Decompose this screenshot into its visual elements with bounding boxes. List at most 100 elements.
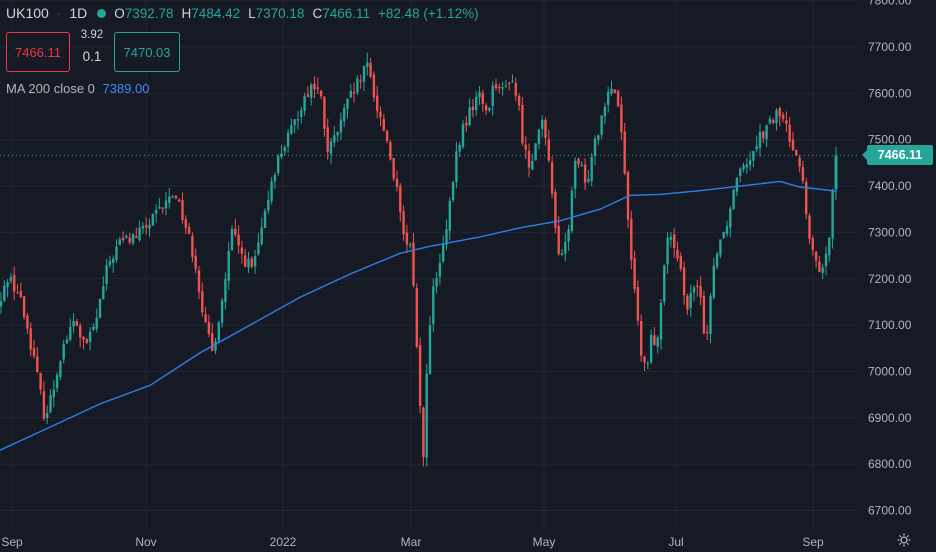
candle-body [194, 255, 197, 270]
open-value-group: O 7392.78 [114, 6, 173, 21]
candle-body [32, 348, 36, 357]
candle-body [821, 267, 824, 273]
candle-body [432, 286, 435, 324]
high-label: H [181, 5, 192, 21]
sell-price: 7466.11 [14, 44, 62, 60]
candle-body [676, 249, 679, 259]
market-status-icon [97, 8, 107, 18]
candle-body [521, 104, 524, 144]
candle-body [620, 104, 623, 133]
candle-body [145, 224, 148, 228]
candle-body [613, 89, 616, 93]
candle-body [735, 178, 739, 192]
candle-body [323, 96, 326, 129]
candle-body [362, 66, 366, 82]
candle-body [547, 139, 550, 161]
candle-body [59, 361, 62, 377]
candle-body [168, 196, 171, 203]
candle-body [247, 258, 250, 268]
y-tick-label: 7700.00 [868, 40, 912, 54]
candle-body [0, 301, 3, 307]
candle-body [445, 229, 448, 245]
candle-body [478, 92, 481, 98]
candle-body [280, 153, 283, 158]
gear-icon[interactable] [896, 532, 912, 548]
candle-body [69, 326, 72, 340]
candle-body [649, 334, 653, 363]
candle-body [537, 129, 541, 145]
candle-body [9, 276, 13, 282]
candle-body [336, 131, 339, 136]
candle-body [475, 96, 478, 110]
candle-body [709, 296, 712, 335]
spread-bottom: 0.1 [82, 48, 102, 64]
candle-body [587, 179, 590, 182]
candle-body [696, 285, 699, 287]
candle-body [52, 389, 55, 398]
candle-body [326, 127, 329, 152]
candle-body [494, 84, 498, 89]
ma-indicator-value: 7389.00 [102, 81, 150, 96]
buy-price: 7470.03 [123, 44, 171, 60]
high-value: 7484.42 [191, 5, 241, 21]
candle-body [316, 87, 319, 89]
candle-body [607, 91, 610, 106]
candle-body [178, 199, 181, 202]
candle-body [108, 260, 112, 266]
candle-body [590, 157, 593, 181]
last-price-tag: 7466.11 [862, 145, 933, 166]
candle-body [511, 81, 514, 83]
candle-body [742, 165, 745, 170]
candle-body [267, 200, 270, 211]
candle-body [379, 111, 382, 118]
candle-body [791, 139, 795, 151]
candle-body [442, 244, 445, 262]
candle-body [79, 325, 82, 338]
symbol-label[interactable]: UK100 [6, 5, 49, 21]
ma-indicator-legend[interactable]: MA 200 close 0 7389.00 [6, 81, 150, 96]
candle-body [333, 135, 336, 143]
candle-body [580, 164, 583, 166]
candle-body [527, 150, 531, 168]
interval-label[interactable]: 1D [69, 5, 88, 21]
candle-body [818, 261, 821, 272]
candle-body [359, 80, 362, 82]
candle-body [798, 157, 801, 167]
candle-body [16, 292, 19, 294]
candle-body [3, 285, 6, 301]
candle-body [808, 215, 811, 239]
candle-body [171, 196, 174, 198]
candle-body [402, 211, 405, 235]
candle-body [346, 98, 349, 110]
y-tick-label: 6900.00 [868, 411, 912, 425]
sell-button[interactable]: 7466.11 [6, 32, 70, 72]
y-tick-label: 6700.00 [868, 504, 912, 518]
candle-body [745, 164, 748, 168]
x-tick-label: Sep [1, 535, 23, 549]
candle-body [135, 236, 138, 239]
candle-body [240, 247, 244, 254]
candle-body [765, 125, 768, 140]
candle-body [692, 287, 696, 293]
candle-body [300, 110, 303, 117]
y-tick-label: 7600.00 [868, 86, 912, 100]
close-value-group: C 7466.11 [312, 6, 370, 21]
buy-button[interactable]: 7470.03 [114, 32, 180, 72]
candle-body [273, 174, 277, 182]
x-tick-label: Jul [668, 535, 683, 549]
candle-body [105, 265, 108, 285]
candle-body [197, 270, 201, 292]
close-label: C [312, 5, 323, 21]
candle-body [138, 227, 141, 241]
candle-body [118, 239, 121, 245]
candle-body [715, 253, 719, 267]
candle-body [125, 236, 128, 239]
candle-body [656, 337, 659, 347]
candle-body [372, 74, 376, 98]
candle-body [191, 235, 194, 257]
candle-body [263, 210, 267, 228]
candle-body [725, 226, 729, 234]
candle-body [62, 344, 65, 360]
candle-body [501, 87, 504, 89]
